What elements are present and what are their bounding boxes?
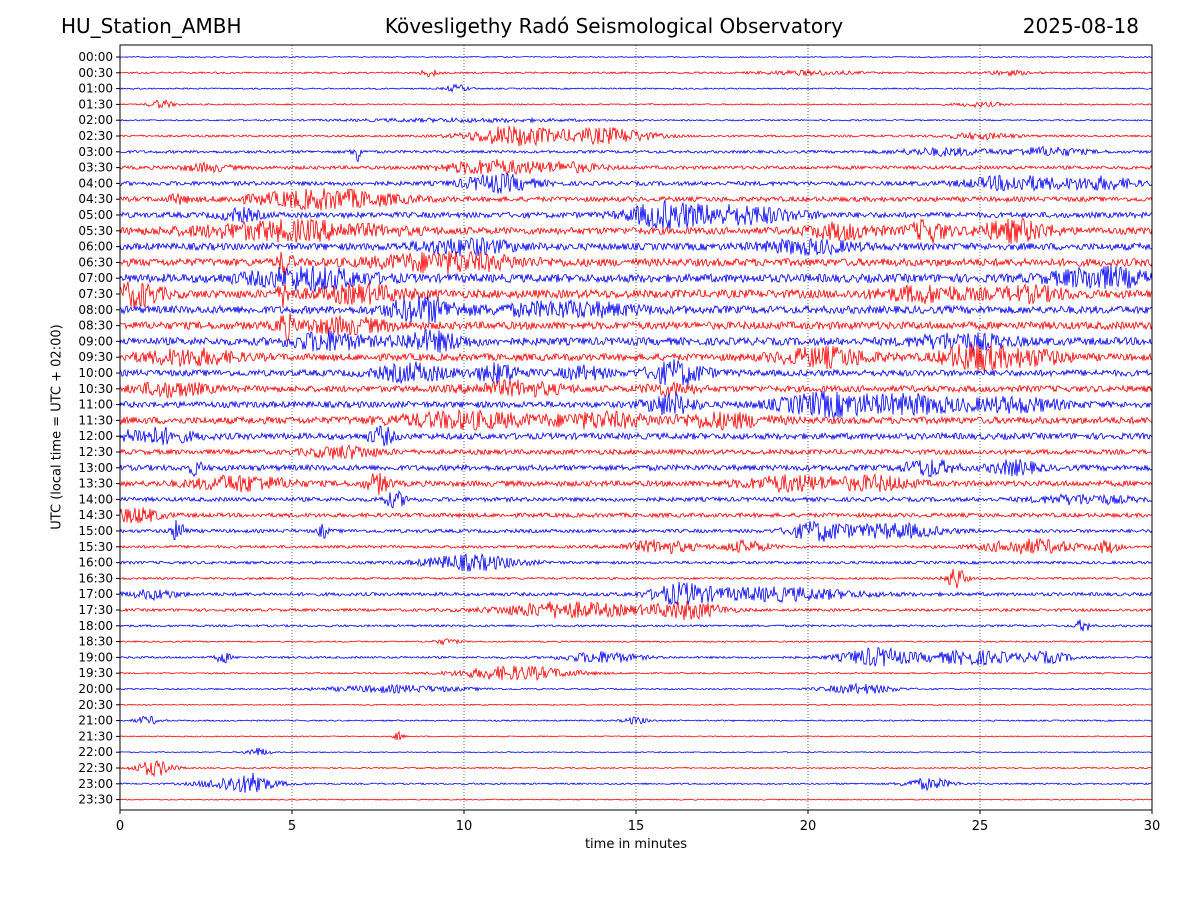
y-tick-label: 07:30 [78, 287, 113, 301]
trace-0800 [119, 295, 1153, 324]
y-tick-label: 04:30 [78, 192, 113, 206]
x-tick-label: 25 [972, 819, 989, 834]
y-tick-label: 01:00 [78, 82, 113, 96]
y-tick-label: 02:00 [78, 113, 113, 127]
y-tick-label: 02:30 [78, 129, 113, 143]
y-tick-label: 06:00 [78, 240, 113, 254]
y-tick-label: 05:00 [78, 208, 113, 222]
y-tick-label: 12:00 [78, 429, 113, 443]
x-tick-label: 5 [288, 819, 296, 834]
plot-date: 2025-08-18 [1022, 14, 1139, 38]
trace-1830 [119, 638, 1152, 647]
y-tick-label: 11:30 [78, 413, 113, 427]
trace-1600 [119, 552, 1153, 572]
y-tick-label: 12:30 [78, 445, 113, 459]
y-tick-label: 22:00 [78, 745, 113, 759]
y-tick-label: 01:30 [78, 97, 113, 111]
y-tick-label: 05:30 [78, 224, 113, 238]
trace-1700 [119, 581, 1153, 606]
x-tick-label: 10 [456, 819, 473, 834]
station-name: HU_Station_AMBH [61, 14, 242, 38]
trace-2130 [119, 730, 1153, 741]
y-tick-label: 07:00 [78, 271, 113, 285]
y-tick-label: 13:30 [78, 477, 113, 491]
trace-0930 [119, 343, 1153, 374]
y-tick-label: 18:00 [78, 619, 113, 633]
y-tick-label: 08:00 [78, 303, 113, 317]
y-tick-label: 03:00 [78, 145, 113, 159]
y-tick-label: 21:00 [78, 714, 113, 728]
y-tick-label: 23:30 [78, 793, 113, 807]
y-tick-label: 17:30 [78, 603, 113, 617]
y-tick-label: 20:00 [78, 682, 113, 696]
y-tick-label: 20:30 [78, 698, 113, 712]
y-tick-label: 22:30 [78, 761, 113, 775]
trace-2000 [119, 682, 1153, 695]
y-tick-label: 17:00 [78, 587, 113, 601]
x-tick-label: 15 [628, 819, 645, 834]
y-tick-label: 09:30 [78, 350, 113, 364]
trace-0330 [119, 159, 1153, 177]
y-tick-label: 10:30 [78, 382, 113, 396]
trace-2330 [119, 798, 1153, 801]
y-tick-label: 14:00 [78, 492, 113, 506]
trace-1030 [119, 379, 1153, 399]
trace-1000 [119, 359, 1153, 386]
y-tick-label: 19:30 [78, 666, 113, 680]
trace-1430 [119, 507, 1153, 524]
y-tick-label: 06:30 [78, 255, 113, 269]
y-tick-label: 18:30 [78, 635, 113, 649]
x-tick-label: 20 [800, 819, 817, 834]
trace-layer [119, 55, 1153, 801]
y-tick-label: 21:30 [78, 729, 113, 743]
y-tick-label: 00:30 [78, 66, 113, 80]
y-tick-label: 19:00 [78, 650, 113, 664]
y-tick-label: 00:00 [78, 50, 113, 64]
y-tick-label: 23:00 [78, 777, 113, 791]
x-tick-label: 30 [1144, 819, 1161, 834]
x-tick-label: 0 [116, 819, 124, 834]
trace-2200 [119, 747, 1153, 756]
y-tick-label: 09:00 [78, 334, 113, 348]
trace-0200 [119, 116, 1153, 124]
y-tick-label: 03:30 [78, 161, 113, 175]
y-tick-label: 04:00 [78, 176, 113, 190]
y-tick-label: 08:30 [78, 319, 113, 333]
trace-1800 [119, 619, 1153, 632]
y-tick-label: 15:00 [78, 524, 113, 538]
y-tick-label: 16:00 [78, 556, 113, 570]
trace-1330 [119, 472, 1153, 496]
y-tick-label: 11:00 [78, 398, 113, 412]
x-axis-label: time in minutes [584, 837, 688, 852]
trace-0500 [119, 200, 1153, 231]
trace-0100 [119, 83, 1153, 94]
y-tick-label: 15:30 [78, 540, 113, 554]
y-axis-label: UTC (local time = UTC + 02:00) [49, 324, 65, 530]
y-tick-label: 10:00 [78, 366, 113, 380]
observatory-title: Kövesligethy Radó Seismological Observat… [384, 14, 844, 38]
trace-1400 [119, 490, 1153, 509]
y-tick-label: 14:30 [78, 508, 113, 522]
trace-0130 [119, 98, 1153, 109]
y-tick-label: 13:00 [78, 461, 113, 475]
y-tick-label: 16:30 [78, 571, 113, 585]
trace-1500 [119, 519, 1153, 542]
trace-1100 [119, 390, 1153, 418]
trace-2030 [119, 703, 1152, 706]
trace-0630 [119, 250, 1153, 276]
